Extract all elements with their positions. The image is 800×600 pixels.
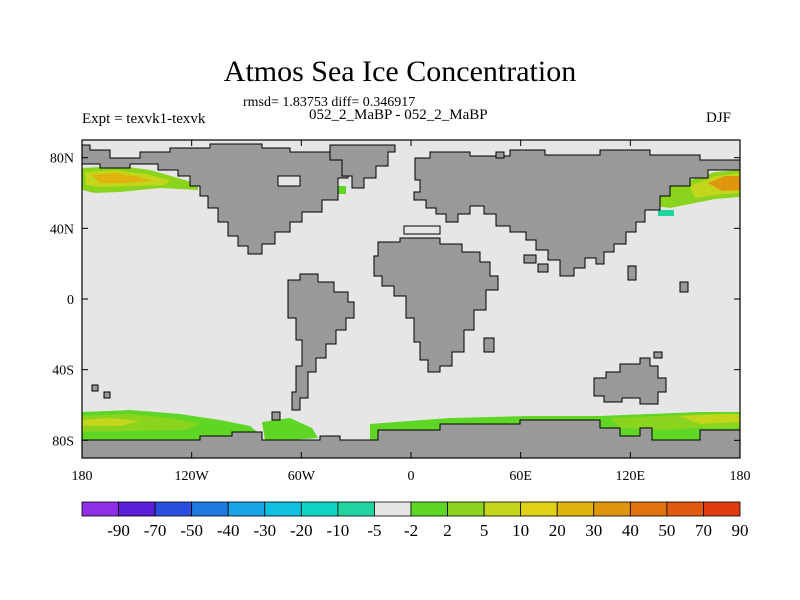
colorbar-swatch (666, 501, 704, 517)
land-island (483, 337, 495, 353)
colorbar-swatch (410, 501, 448, 517)
land-island (537, 263, 549, 273)
colorbar: -90 -70 -50 -40 -30 -20 -10 -5 -2 2 5 10 20 30 40 50 70 9… (81, 501, 749, 540)
land-island (679, 281, 689, 293)
anomaly-north-atlantic (332, 186, 346, 194)
colorbar-swatch (374, 501, 412, 517)
colorbar-label: 30 (585, 521, 602, 540)
plot-title: Atmos Sea Ice Concentration (223, 55, 577, 88)
land-africa (373, 237, 499, 373)
colorbar-label: -50 (180, 521, 203, 540)
colorbar-swatch (81, 501, 119, 517)
anomaly-southern-ocean-center (262, 418, 318, 440)
inland-sea (403, 225, 441, 235)
anomaly-north-pacific-west (92, 173, 152, 183)
anomaly-southern-ocean-east (680, 414, 740, 424)
land-island (653, 351, 663, 359)
colorbar-swatch (154, 501, 193, 517)
colorbar-label: 50 (658, 521, 675, 540)
colorbar-swatch (629, 501, 668, 517)
lon-tick-label: 180 (72, 469, 93, 484)
colorbar-swatch (191, 501, 229, 517)
anomaly-southern-ocean-west (82, 418, 140, 426)
stats-line: rmsd= 1.83753 diff= 0.346917 (243, 95, 416, 110)
land-island (523, 254, 537, 264)
colorbar-label: -5 (367, 521, 381, 540)
land-eurasia (413, 149, 741, 277)
season-label: DJF (706, 110, 732, 126)
colorbar-label: -20 (290, 521, 313, 540)
land-island (627, 265, 637, 281)
anomaly-small-negative (658, 210, 674, 216)
lon-tick-label: 60E (509, 469, 532, 484)
land-north-america (81, 143, 349, 255)
colorbar-label: -10 (327, 521, 350, 540)
colorbar-label: 5 (480, 521, 489, 540)
land-island (271, 411, 281, 421)
colorbar-label: 40 (622, 521, 639, 540)
land-island (495, 151, 505, 159)
colorbar-label: -30 (253, 521, 276, 540)
hudson-bay (277, 175, 301, 187)
colorbar-swatch (520, 501, 558, 517)
lon-tick-label: 120W (175, 469, 210, 484)
colorbar-label: -70 (144, 521, 167, 540)
colorbar-label: -90 (107, 521, 130, 540)
colorbar-label: 10 (512, 521, 529, 540)
colorbar-label: 90 (732, 521, 749, 540)
lon-tick-label: 120E (616, 469, 646, 484)
land-island (103, 391, 111, 399)
anomaly-north-pacific-east (708, 176, 740, 191)
lat-tick-label: 80N (50, 152, 74, 167)
colorbar-swatch (447, 501, 485, 517)
experiment-label: Expt = texvk1-texvk (82, 111, 206, 127)
colorbar-swatch (483, 501, 522, 517)
lat-tick-label: 0 (67, 293, 74, 308)
colorbar-swatch (264, 501, 302, 517)
colorbar-label: 20 (549, 521, 566, 540)
colorbar-swatch (703, 501, 741, 517)
colorbar-swatch (118, 501, 156, 517)
lon-tick-label: 180 (730, 469, 751, 484)
lat-tick-label: 80S (52, 434, 74, 449)
experiment-comparison-label: 052_2_MaBP - 052_2_MaBP (309, 107, 488, 123)
colorbar-label: 70 (695, 521, 712, 540)
land-island (91, 384, 99, 392)
colorbar-swatch (593, 501, 631, 517)
land-masses (81, 143, 741, 459)
lon-tick-label: 60W (288, 469, 316, 484)
lat-tick-label: 40N (50, 222, 74, 237)
land-antarctica (81, 419, 741, 459)
colorbar-label: 2 (443, 521, 452, 540)
lat-tick-label: 40S (52, 364, 74, 379)
axis-ticks: 180 120W 60W 0 60E 120E 180 80N 40N 0 40S 80S (50, 140, 751, 484)
colorbar-swatch (227, 501, 266, 517)
colorbar-label: -40 (217, 521, 240, 540)
lon-tick-label: 0 (408, 469, 415, 484)
colorbar-swatch (337, 501, 375, 517)
map-area (81, 139, 741, 459)
colorbar-label: -2 (404, 521, 418, 540)
land-south-america (287, 273, 355, 411)
colorbar-swatch (556, 501, 595, 517)
land-australia (593, 357, 667, 405)
colorbar-swatch (300, 501, 339, 517)
land-greenland (329, 144, 396, 189)
